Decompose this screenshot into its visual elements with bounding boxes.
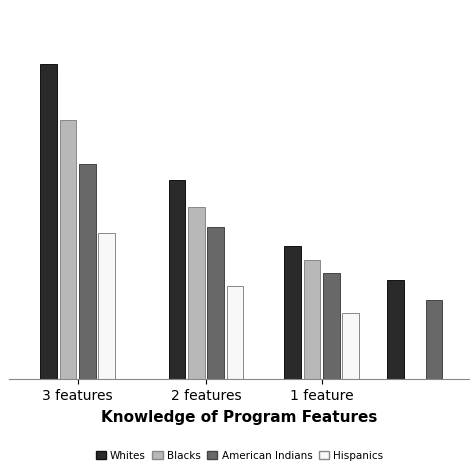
Bar (98, 233, 115, 379)
Bar (342, 313, 359, 379)
Legend: Whites, Blacks, American Indians, Hispanics: Whites, Blacks, American Indians, Hispan… (91, 447, 387, 465)
Bar (60, 120, 76, 379)
Bar (227, 286, 243, 379)
Bar (169, 180, 185, 379)
Bar (323, 273, 339, 379)
Bar (207, 227, 224, 379)
Bar (188, 207, 205, 379)
Bar (303, 260, 320, 379)
Bar (79, 164, 96, 379)
X-axis label: Knowledge of Program Features: Knowledge of Program Features (101, 410, 378, 425)
Bar (40, 64, 57, 379)
Bar (387, 280, 404, 379)
Bar (284, 246, 301, 379)
Bar (426, 300, 442, 379)
